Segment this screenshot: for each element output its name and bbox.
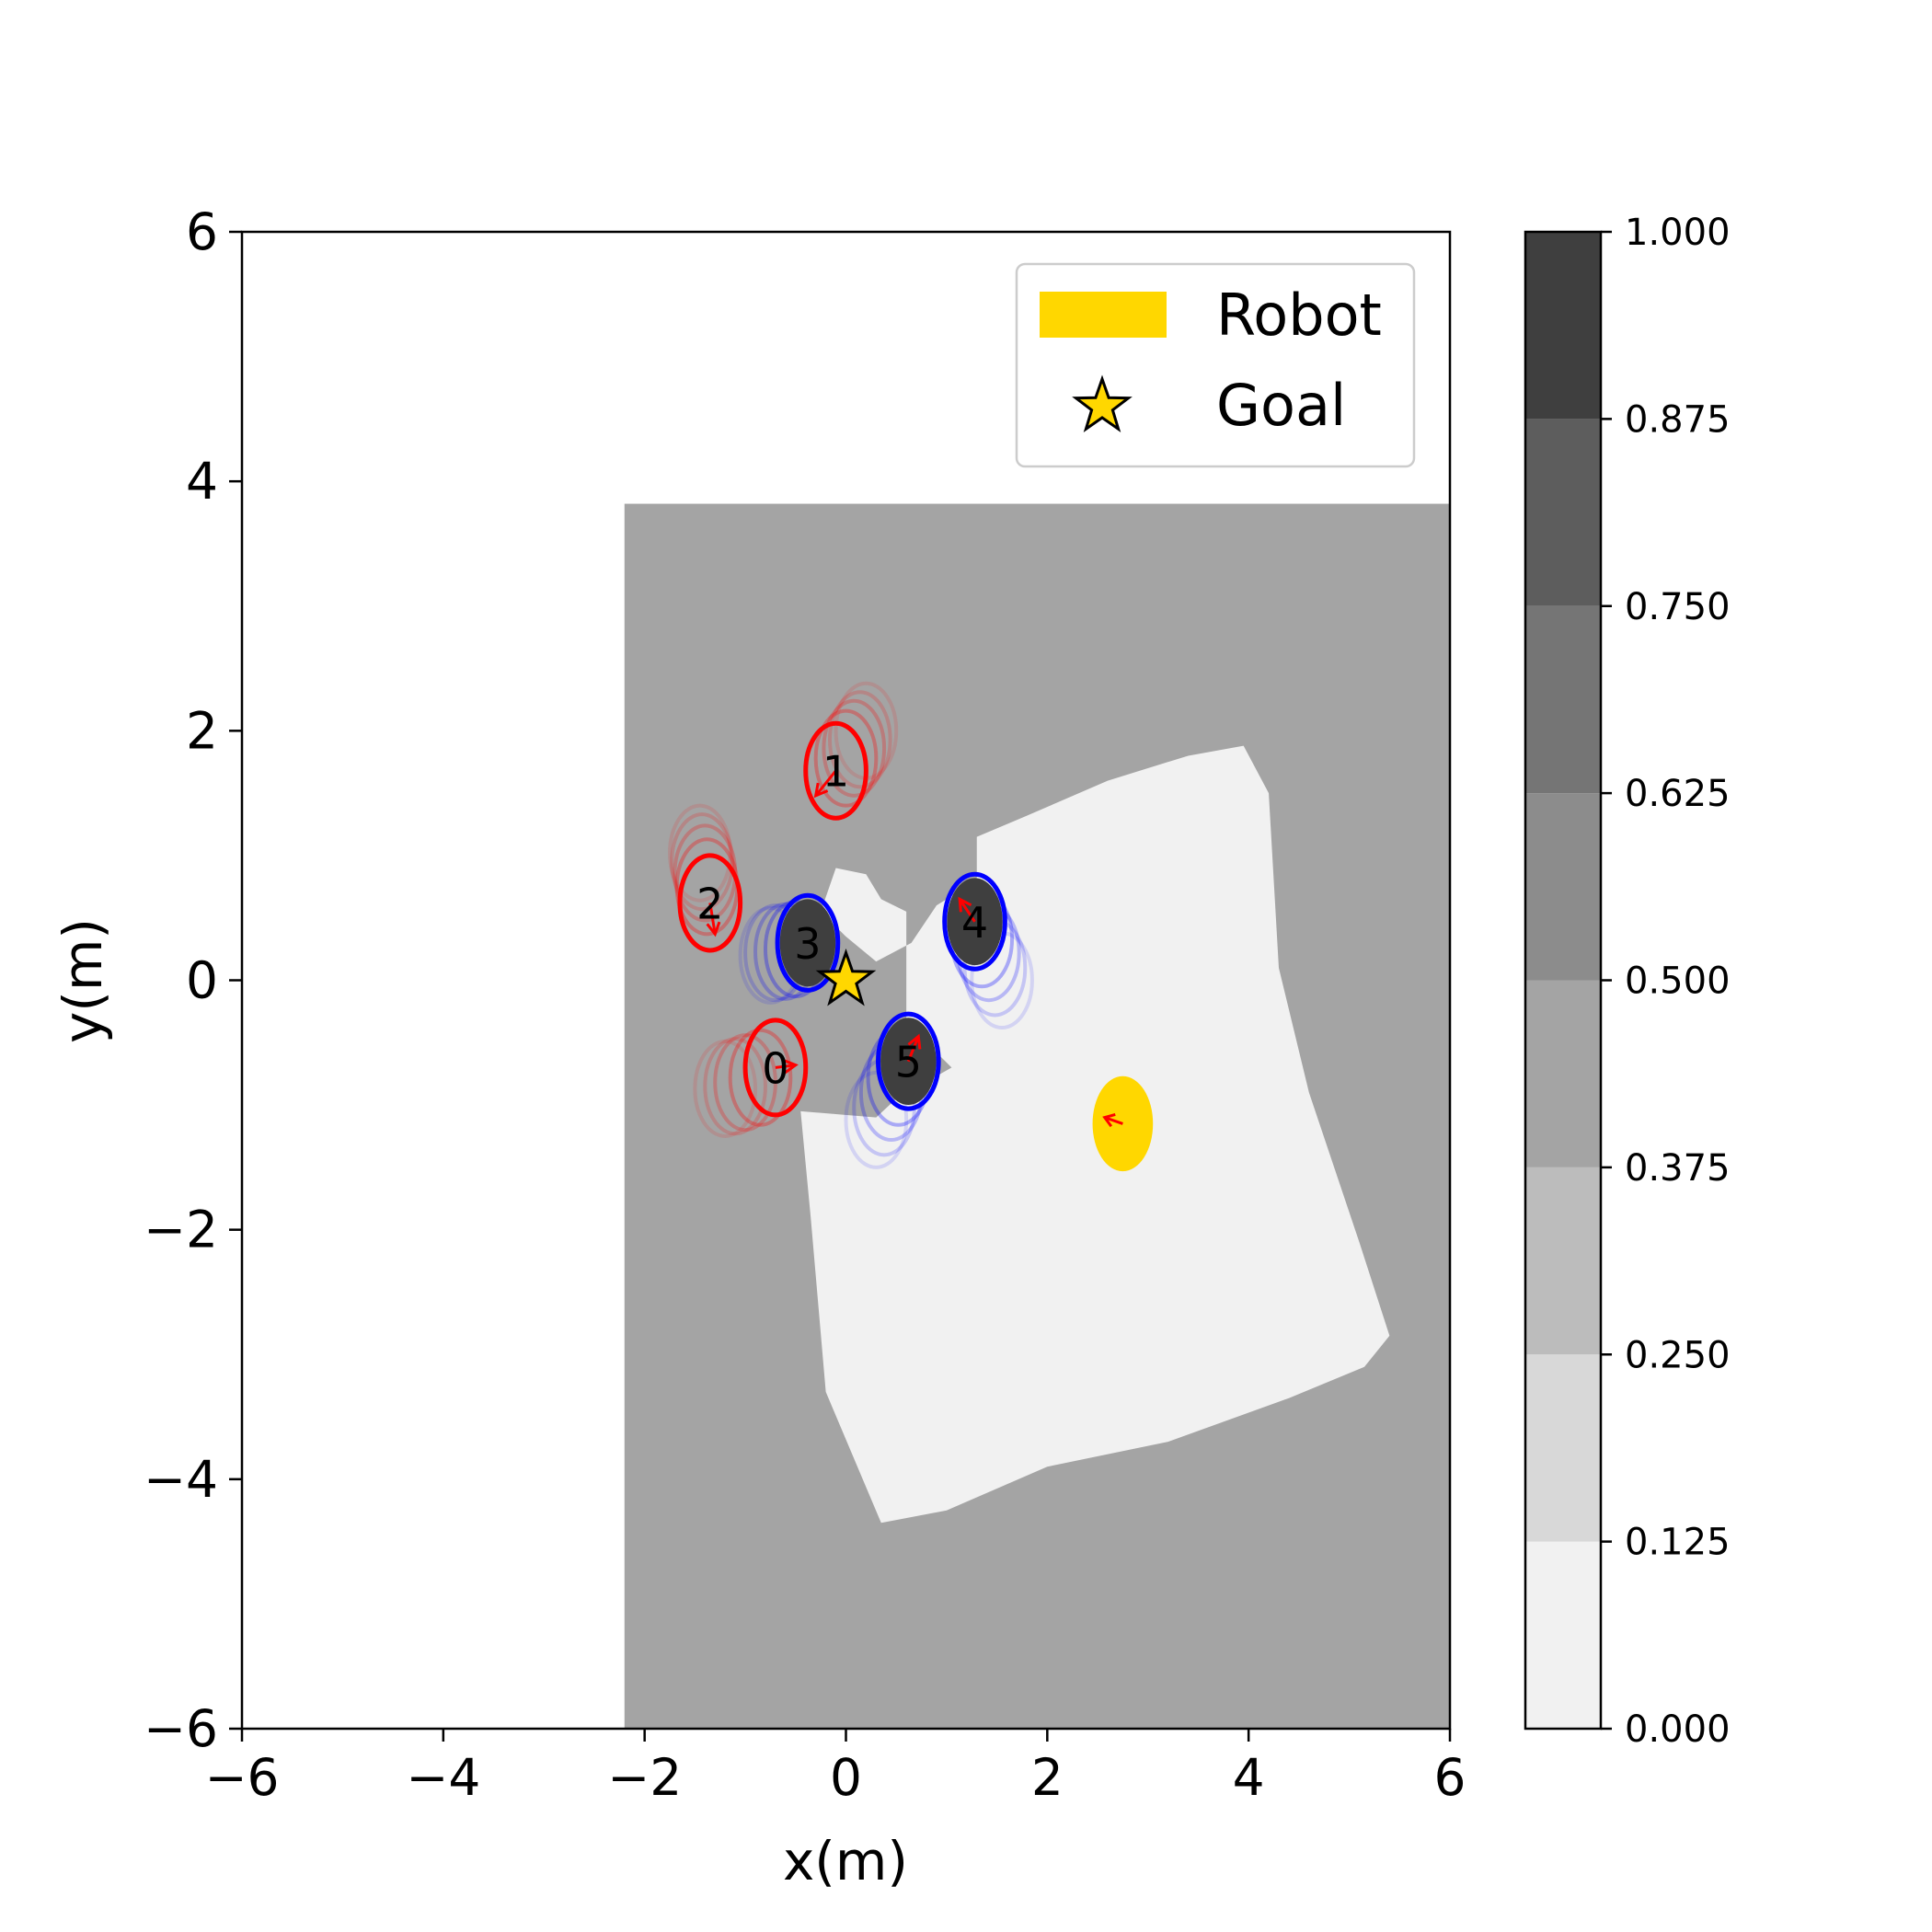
agent-2-velocity-arrow: [708, 903, 717, 935]
x-tick-label: 0: [830, 1748, 862, 1807]
goal-layer: [815, 948, 877, 1006]
colorbar-band: [1525, 980, 1601, 1167]
agent-2-label: 2: [696, 879, 723, 928]
colorbar-bands: [1525, 232, 1601, 1729]
x-tick-label: 6: [1434, 1748, 1466, 1807]
agent-5-marker: [876, 1011, 941, 1111]
colorbar-band: [1525, 1354, 1601, 1542]
x-tick-label: −4: [406, 1748, 480, 1807]
agent-0-trail-marker: [693, 1039, 758, 1138]
colorbar: 0.000 0.125 0.250 0.375 0.500 0.625 0.750 0.875…: [1524, 212, 1731, 1751]
colorbar-band: [1525, 232, 1601, 420]
agent-1-trail-marker: [827, 690, 892, 789]
agent-3-label: 3: [794, 919, 821, 969]
agent-5: 5: [844, 1011, 941, 1169]
agent-5-label: 5: [895, 1038, 922, 1087]
x-axis-ticks: −6 −4 −2 0 2 4 6: [204, 1729, 1466, 1807]
agent-1-velocity-arrow: [814, 769, 837, 797]
plot-area: 0 1 2 3 4 5: [240, 230, 1452, 1731]
legend-goal-star-icon: [1072, 374, 1133, 433]
y-axis-ticks: −6 −4 −2 0 2 4 6: [144, 202, 242, 1758]
agent-0-trail-marker: [713, 1033, 777, 1133]
agent-0-label: 0: [762, 1043, 788, 1093]
colorbar-band: [1525, 1541, 1601, 1729]
x-tick-label: 2: [1031, 1748, 1064, 1807]
y-tick-label: 0: [186, 951, 218, 1010]
agent-4-label: 4: [961, 898, 988, 948]
colorbar-tick-label: 0.875: [1625, 398, 1731, 441]
agent-5-arrow-head: [907, 1033, 922, 1050]
agent-2-arrow-head: [706, 921, 721, 937]
agent-3: 3: [738, 892, 841, 1005]
agent-3-occupancy-cell: [779, 899, 836, 987]
x-tick-label: −6: [204, 1748, 279, 1807]
colorbar-band: [1525, 605, 1601, 794]
agent-0-trail-marker: [703, 1037, 767, 1136]
agent-0-arrow-head: [783, 1059, 799, 1075]
agent-1-label: 1: [822, 747, 849, 797]
agent-4: 4: [942, 871, 1034, 1030]
agent-5-trail-marker: [844, 1070, 909, 1169]
robot-marker: [1092, 1075, 1154, 1172]
colorbar-band: [1525, 1167, 1601, 1355]
agent-5-velocity-arrow: [906, 1035, 920, 1063]
robot-heading-head: [1102, 1113, 1116, 1128]
colorbar-tick-label: 1.000: [1625, 212, 1731, 254]
agent-0-velocity-arrow: [775, 1064, 796, 1069]
goal-star: [815, 948, 877, 1006]
agent-1-trail-marker: [822, 698, 887, 798]
colorbar-band: [1525, 419, 1601, 606]
agent-1: 1: [803, 681, 899, 821]
agent-4-marker: [942, 871, 1007, 972]
legend: Robot Goal: [1015, 262, 1416, 468]
y-tick-label: 4: [186, 452, 218, 511]
colorbar-tick-label: 0.250: [1625, 1334, 1731, 1376]
colorbar-tick-label: 0.625: [1625, 773, 1731, 815]
agent-2-trail-marker: [668, 803, 732, 903]
y-tick-label: −4: [144, 1450, 218, 1509]
colorbar-ticks: 0.000 0.125 0.250 0.375 0.500 0.625 0.750 0.875…: [1601, 212, 1731, 1751]
agent-2: 2: [668, 803, 743, 953]
agent-4-velocity-arrow: [958, 898, 976, 923]
y-tick-label: −6: [144, 1699, 218, 1758]
agent-0: 0: [693, 1018, 809, 1138]
legend-goal-label: Goal: [1216, 372, 1346, 439]
agent-3-marker: [775, 892, 841, 993]
agent-0-trail-marker: [728, 1028, 793, 1127]
colorbar-tick-label: 0.125: [1625, 1522, 1731, 1564]
agent-0-marker: [742, 1018, 809, 1118]
y-tick-label: 6: [186, 202, 218, 261]
x-axis-label: x(m): [783, 1830, 908, 1892]
agent-4-arrow-head: [958, 896, 972, 913]
agents: 0 1 2 3 4 5: [668, 681, 1034, 1169]
agent-2-trail-marker: [670, 812, 734, 912]
robot-heading-arrow: [1104, 1116, 1123, 1125]
y-tick-label: 2: [186, 701, 218, 760]
robot-layer: [1092, 1075, 1154, 1172]
y-axis-label: y(m): [52, 918, 114, 1043]
colorbar-tick-label: 0.750: [1625, 586, 1731, 628]
agent-1-trail-marker: [813, 708, 879, 808]
agent-2-marker: [677, 853, 743, 953]
colorbar-band: [1525, 793, 1601, 981]
colorbar-tick-label: 0.375: [1625, 1147, 1731, 1190]
colorbar-tick-label: 0.500: [1625, 960, 1731, 1003]
agent-1-marker: [803, 720, 868, 821]
legend-robot-label: Robot: [1216, 282, 1382, 349]
legend-robot-patch: [1040, 292, 1167, 338]
y-tick-label: −2: [144, 1201, 218, 1259]
colorbar-tick-label: 0.000: [1625, 1708, 1731, 1751]
x-tick-label: −2: [607, 1748, 682, 1807]
agent-1-arrow-head: [813, 782, 829, 799]
x-tick-label: 4: [1233, 1748, 1265, 1807]
